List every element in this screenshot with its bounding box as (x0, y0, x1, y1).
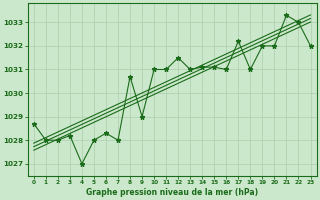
X-axis label: Graphe pression niveau de la mer (hPa): Graphe pression niveau de la mer (hPa) (86, 188, 258, 197)
